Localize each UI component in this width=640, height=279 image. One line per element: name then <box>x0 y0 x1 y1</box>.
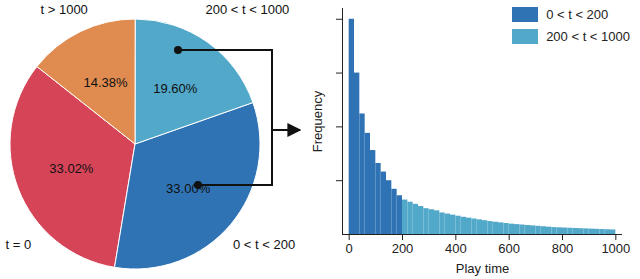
svg-text:t > 1000: t > 1000 <box>41 2 88 17</box>
svg-text:200: 200 <box>392 241 414 256</box>
svg-text:400: 400 <box>445 241 467 256</box>
svg-text:33.00%: 33.00% <box>166 181 211 196</box>
html-text:0 < t < 200: 0 < t < 200 <box>546 6 609 22</box>
svg-text:t = 0: t = 0 <box>6 237 32 252</box>
svg-text:33.02%: 33.02% <box>49 161 94 176</box>
svg-text:800: 800 <box>552 241 574 256</box>
svg-text:1000: 1000 <box>601 241 630 256</box>
svg-text:0 < t < 200: 0 < t < 200 <box>233 237 295 252</box>
svg-text:Frequency: Frequency <box>310 90 325 152</box>
svg-text:19.60%: 19.60% <box>153 81 198 96</box>
svg-text:0: 0 <box>346 241 353 256</box>
svg-text:14.38%: 14.38% <box>84 75 129 90</box>
svg-text:600: 600 <box>498 241 520 256</box>
svg-text:Play time: Play time <box>456 261 509 276</box>
svg-text:200 < t < 1000: 200 < t < 1000 <box>206 2 290 17</box>
html-text:200 < t < 1000: 200 < t < 1000 <box>546 28 630 44</box>
